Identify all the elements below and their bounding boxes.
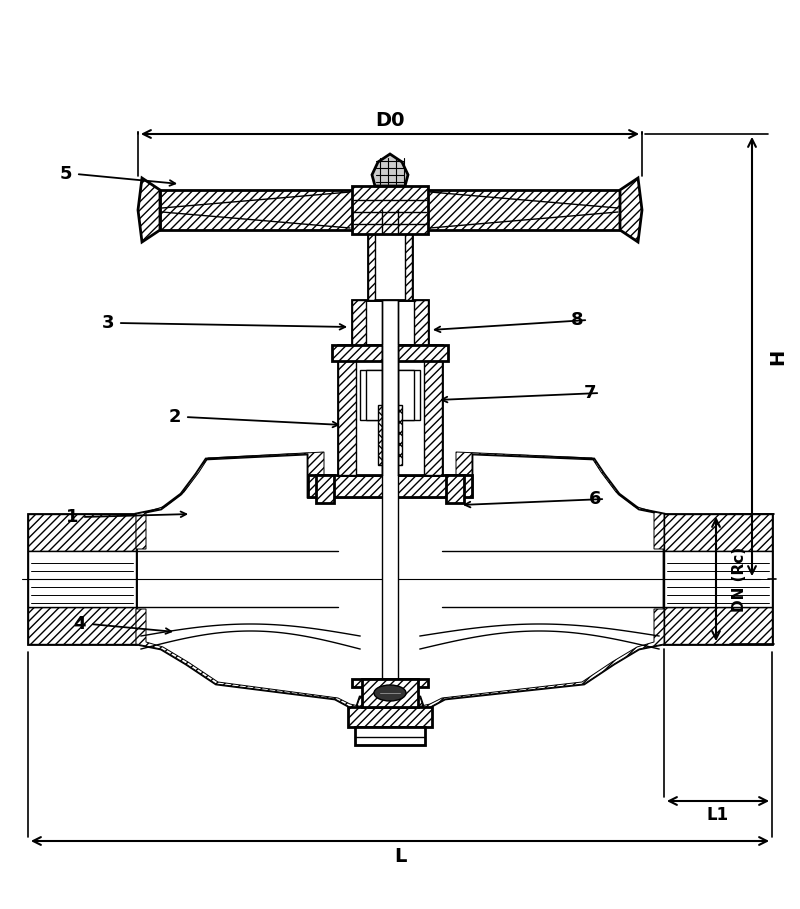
Bar [160, 190, 620, 230]
Bar [368, 210, 412, 300]
Text: 6: 6 [589, 490, 601, 508]
Text: 2: 2 [169, 408, 181, 426]
Text: 8: 8 [571, 311, 584, 329]
Bar [368, 210, 375, 300]
Bar [362, 679, 418, 707]
Bar [366, 370, 414, 420]
Text: H: H [768, 348, 787, 365]
Bar [308, 475, 472, 497]
Bar [414, 300, 428, 345]
Bar [424, 345, 442, 475]
Text: 3: 3 [102, 314, 114, 332]
Bar [664, 607, 772, 644]
Polygon shape [372, 154, 408, 186]
Polygon shape [456, 452, 664, 549]
Bar [332, 345, 448, 361]
Text: 1: 1 [66, 508, 78, 526]
Bar [664, 514, 772, 644]
Polygon shape [404, 609, 664, 712]
Bar [338, 345, 356, 475]
Bar [664, 514, 772, 551]
Polygon shape [136, 454, 664, 712]
Text: D0: D0 [375, 111, 405, 129]
Ellipse shape [374, 685, 406, 701]
Text: L: L [394, 847, 406, 866]
Bar [338, 345, 442, 475]
Bar [446, 475, 464, 503]
Text: 7: 7 [583, 384, 596, 402]
Text: 5: 5 [59, 165, 72, 183]
Bar [405, 210, 412, 300]
Polygon shape [620, 178, 642, 242]
Bar [28, 514, 136, 551]
Bar [360, 370, 420, 420]
Text: L1: L1 [707, 806, 729, 824]
Bar [352, 186, 428, 234]
Text: DN (Rc): DN (Rc) [732, 546, 747, 612]
Bar [355, 727, 425, 745]
Bar [352, 300, 366, 345]
Bar [348, 707, 432, 727]
Bar [352, 679, 428, 687]
Bar [382, 300, 398, 709]
Polygon shape [136, 452, 324, 549]
Polygon shape [136, 609, 376, 712]
Bar [28, 607, 136, 644]
Bar [28, 514, 136, 644]
Polygon shape [138, 178, 160, 242]
Bar [378, 405, 402, 465]
Bar [352, 300, 428, 345]
Bar [382, 345, 398, 475]
Text: 4: 4 [74, 615, 86, 633]
Bar [316, 475, 334, 503]
Bar [664, 551, 772, 607]
Bar [28, 551, 136, 607]
